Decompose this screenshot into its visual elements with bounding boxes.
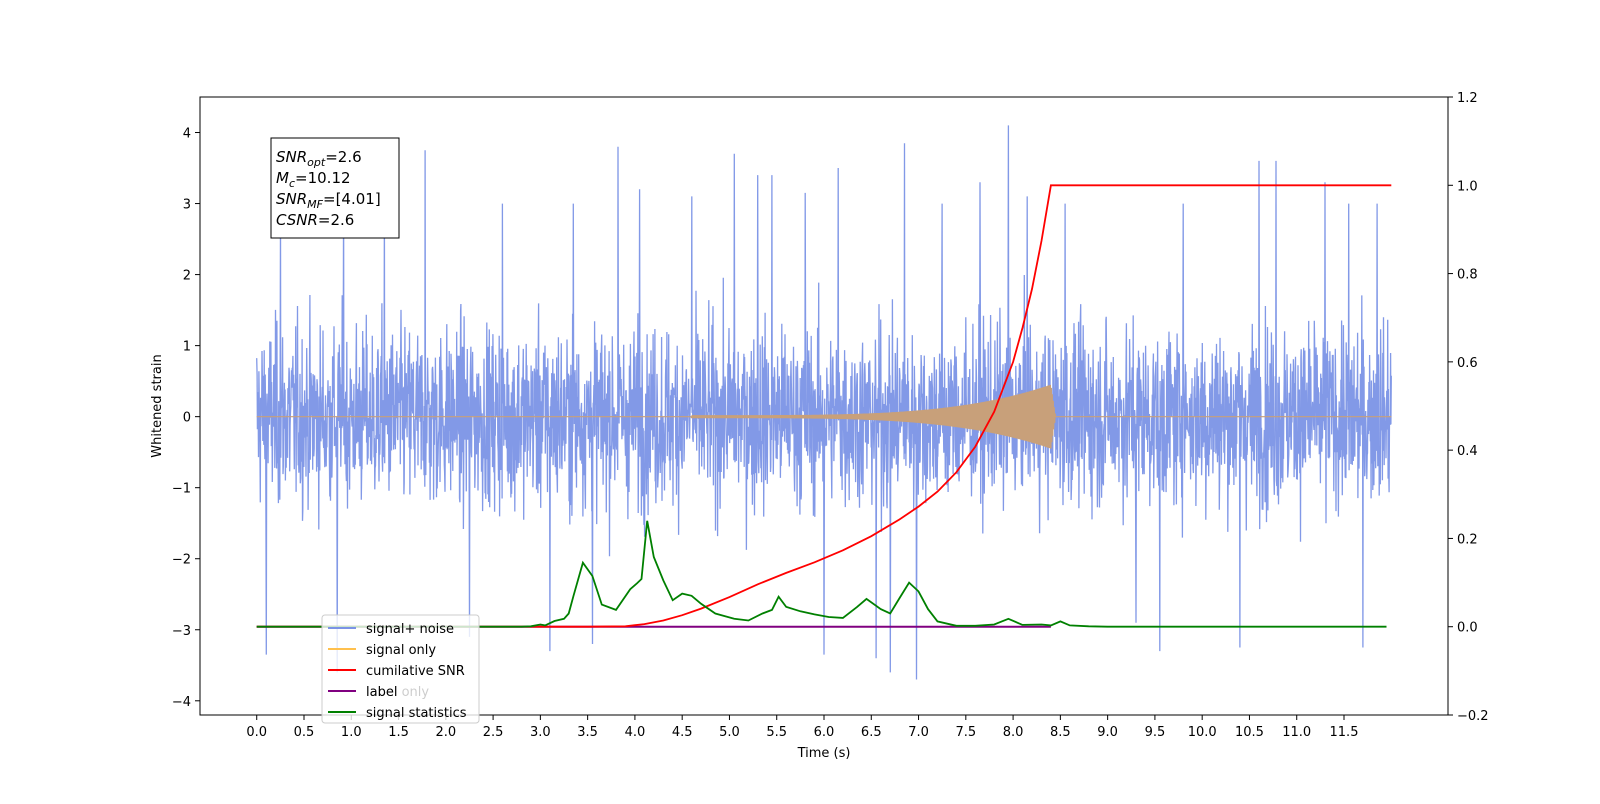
series-cumulative-snr: [256, 184, 1392, 628]
y2-tick-label: 0.6: [1457, 356, 1478, 371]
y-axis-label: Whitened strain: [150, 354, 165, 457]
x-axis-label: Time (s): [797, 746, 851, 761]
y-tick-label: −1: [172, 482, 191, 497]
y-tick-label: −2: [172, 553, 191, 568]
y-tick-label: 1: [183, 340, 191, 355]
y2-tick-label: 0.8: [1457, 268, 1478, 283]
x-tick-label: 9.5: [1145, 725, 1166, 740]
x-tick-label: 2.0: [435, 725, 456, 740]
x-tick-label: 11.5: [1330, 725, 1359, 740]
x-tick-label: 10.0: [1188, 725, 1217, 740]
series-signal-only: [256, 384, 1392, 449]
y-tick-label: 2: [183, 269, 191, 284]
y2-tick-label: −0.2: [1457, 709, 1489, 724]
y-tick-label: 0: [183, 411, 191, 426]
series-signal-statistics: [256, 520, 1387, 628]
y-tick-label: −4: [172, 695, 191, 710]
x-tick-label: 1.0: [341, 725, 362, 740]
legend-label: signal only: [366, 643, 436, 658]
y-tick-label: −3: [172, 624, 191, 639]
legend-hidden-label: label only: [366, 685, 429, 700]
x-tick-label: 9.0: [1097, 725, 1118, 740]
x-tick-label: 0.0: [246, 725, 267, 740]
annotation-box: [270, 137, 400, 239]
legend-box: [321, 614, 480, 724]
x-tick-label: 4.0: [625, 725, 646, 740]
x-tick-label: 5.0: [719, 725, 740, 740]
x-tick-label: 8.5: [1050, 725, 1071, 740]
x-tick-label: 7.5: [955, 725, 976, 740]
legend-label: label: [366, 685, 397, 700]
legend-label: signal+ noise: [366, 622, 454, 637]
x-tick-label: 2.5: [483, 725, 504, 740]
x-tick-label: 1.5: [388, 725, 409, 740]
x-tick-label: 10.5: [1235, 725, 1264, 740]
x-tick-label: 11.0: [1282, 725, 1311, 740]
x-tick-label: 0.5: [294, 725, 315, 740]
y2-tick-label: 0.4: [1457, 444, 1478, 459]
annotation-line: CSNR=2.6: [276, 211, 354, 229]
y-tick-label: 3: [183, 198, 191, 213]
series-signal-noise: [256, 125, 1392, 680]
y2-tick-label: 1.0: [1457, 179, 1478, 194]
y2-tick-label: 0.0: [1457, 621, 1478, 636]
x-tick-label: 6.0: [814, 725, 835, 740]
x-tick-label: 3.5: [577, 725, 598, 740]
x-tick-label: 6.5: [861, 725, 882, 740]
x-tick-label: 4.5: [672, 725, 693, 740]
annotation-line: SNRopt=2.6: [276, 148, 362, 169]
annotation-line: SNRMF=[4.01]: [276, 190, 381, 211]
x-tick-label: 3.0: [530, 725, 551, 740]
legend-label: cumilative SNR: [366, 664, 465, 679]
y-tick-label: 4: [183, 127, 191, 142]
x-tick-label: 5.5: [766, 725, 787, 740]
x-tick-label: 8.0: [1003, 725, 1024, 740]
x-tick-label: 7.0: [908, 725, 929, 740]
y2-tick-label: 0.2: [1457, 532, 1478, 547]
y2-tick-label: 1.2: [1457, 91, 1478, 106]
legend-label: signal statistics: [366, 706, 467, 721]
annotation-line: Mc=10.12: [276, 169, 351, 190]
